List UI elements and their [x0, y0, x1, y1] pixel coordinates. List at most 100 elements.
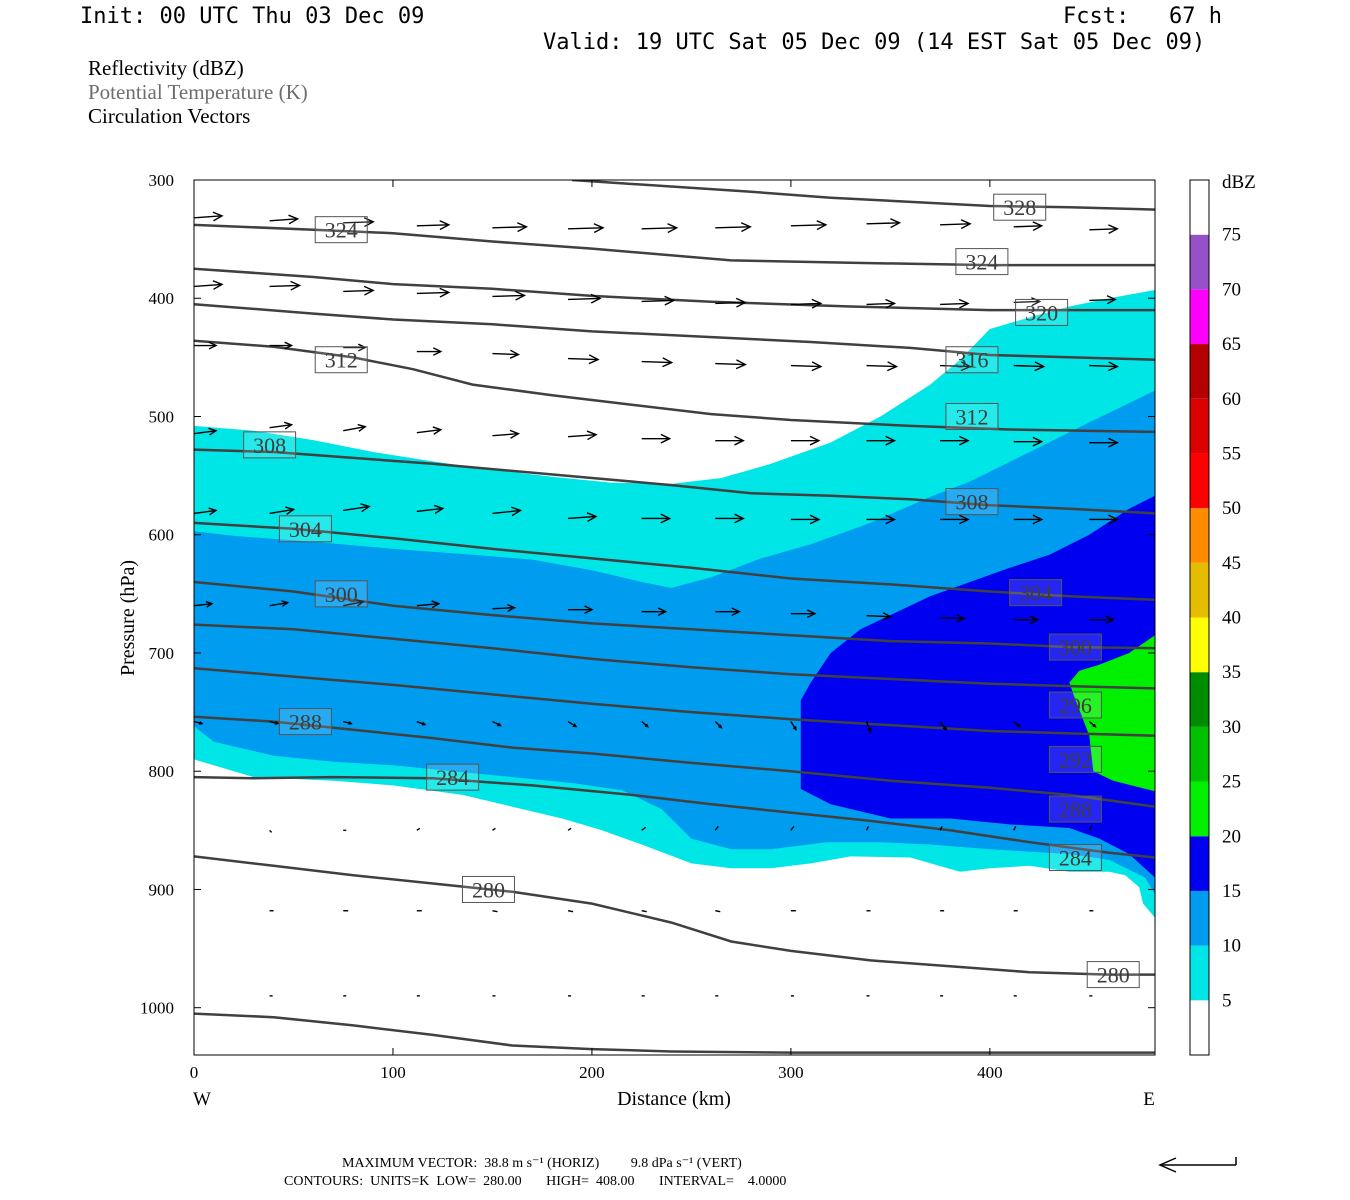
circulation-vector: [641, 910, 647, 913]
circulation-vector: [715, 513, 745, 524]
y-tick-label: 500: [149, 407, 175, 426]
circulation-vector: [940, 219, 972, 230]
circulation-vector: [269, 421, 294, 430]
reference-vector: [1158, 1157, 1237, 1173]
circulation-vector: [940, 614, 966, 623]
contour-label-324: 324: [955, 248, 1009, 276]
colorbar-level-label: 40: [1222, 608, 1241, 629]
circulation-vector: [343, 423, 367, 432]
contour-label-text: 280: [472, 877, 505, 902]
circulation-vector: [568, 293, 602, 304]
circulation-vector: [715, 910, 721, 913]
colorbar-level-label: 75: [1222, 225, 1241, 246]
circulation-vector: [269, 341, 294, 350]
circulation-vector: [194, 507, 218, 516]
circulation-vector: [343, 285, 375, 296]
x-tick-label: 400: [977, 1063, 1003, 1082]
colorbar: 5 10 15 20 25 30 35 40 45 50 55 60 65 70 75 dBZ: [1189, 172, 1256, 1056]
theta-contour-288: [194, 715, 1155, 808]
contour-label-text: 312: [955, 404, 988, 429]
circulation-vector: [269, 280, 302, 291]
circulation-vector: [343, 599, 365, 607]
circulation-vector: [1089, 224, 1119, 235]
contour-label-312: 312: [314, 346, 368, 374]
circulation-vector: [1089, 295, 1117, 305]
contour-label-320: 320: [1015, 298, 1069, 326]
circulation-vector: [790, 361, 823, 372]
contour-label-304: 304: [278, 515, 332, 543]
circulation-vector: [1013, 361, 1046, 372]
circulation-vector: [492, 290, 527, 301]
contour-label-304: 304: [1009, 579, 1063, 607]
circulation-vector: [1013, 721, 1021, 728]
colorbar-level-label: 65: [1222, 334, 1241, 355]
contour-info-note: CONTOURS: UNITS=K LOW= 280.00 HIGH= 408.…: [284, 1174, 787, 1189]
theta-contours: [194, 180, 1155, 1054]
contour-label-text: 280: [1097, 963, 1130, 988]
colorbar-level-label: 25: [1222, 772, 1241, 793]
circulation-vector: [715, 297, 747, 308]
colorbar-swatch: [1190, 617, 1209, 673]
circulation-vector: [416, 720, 427, 726]
colorbar-level-label: 60: [1222, 389, 1241, 410]
circulation-vector: [492, 429, 521, 439]
circulation-vector: [939, 721, 948, 731]
circulation-vector: [194, 280, 224, 290]
colorbar-level-label: 50: [1222, 498, 1241, 519]
west-label: W: [193, 1089, 211, 1110]
forecast-hour: Fcst: 67 h: [1063, 4, 1222, 29]
circulation-vector: [1013, 615, 1040, 624]
circulation-vector: [269, 214, 300, 225]
x-tick-label: 300: [778, 1063, 804, 1082]
contour-label-296: 296: [1048, 691, 1102, 719]
x-axis-title: Distance (km): [617, 1088, 731, 1110]
contour-label-328: 328: [993, 193, 1047, 221]
contour-label-292: 292: [1048, 745, 1102, 773]
valid-time: Valid: 19 UTC Sat 05 Dec 09 (14 EST Sat …: [543, 30, 1206, 55]
contour-labels: 328 324 324 320 316 312 312 308 308 304 304 300 300 2…: [243, 193, 1140, 989]
theta-contour-292: [194, 667, 1155, 737]
circulation-vector: [1013, 826, 1017, 831]
circulation-vector: [939, 826, 943, 831]
field-potential-temperature: Potential Temperature (K): [88, 80, 308, 104]
colorbar-level-label: 15: [1222, 881, 1241, 902]
colorbar-level-label: 55: [1222, 443, 1241, 464]
circulation-vector: [194, 720, 204, 725]
contour-label-316: 316: [945, 346, 999, 374]
colorbar-title: dBZ: [1222, 172, 1256, 193]
contour-label-280: 280: [1086, 961, 1140, 989]
colorbar-level-label: 35: [1222, 662, 1241, 683]
circulation-vector: [194, 600, 214, 608]
field-circulation-vectors: Circulation Vectors: [88, 104, 251, 128]
theta-contour-324: [194, 223, 1155, 267]
circulation-vector: [940, 298, 970, 309]
y-tick-label: 700: [149, 644, 175, 663]
contour-label-300: 300: [1048, 633, 1102, 661]
contour-label-308: 308: [243, 431, 297, 459]
circulation-vector: [866, 361, 899, 372]
circulation-vector: [194, 341, 218, 350]
circulation-vector: [416, 287, 451, 298]
circulation-vector: [790, 220, 828, 231]
contour-label-text: 308: [253, 433, 286, 458]
colorbar-swatch: [1190, 781, 1209, 837]
x-tick-label: 100: [380, 1063, 406, 1082]
circulation-vector: [416, 504, 445, 514]
reflectivity-fill: [194, 290, 1155, 918]
contour-label-text: 300: [325, 582, 358, 607]
reflectivity-region-20dbz: [1069, 635, 1155, 792]
colorbar-level-label: 70: [1222, 279, 1241, 300]
colorbar-level-label: 30: [1222, 717, 1241, 738]
theta-contour-316: [194, 302, 1155, 361]
colorbar-swatch: [1190, 726, 1209, 782]
colorbar-level-label: 10: [1222, 936, 1241, 957]
circulation-vector: [492, 349, 521, 359]
circulation-vector: [492, 720, 502, 727]
theta-contour-304: [194, 521, 1155, 602]
circulation-vector: [416, 827, 421, 831]
circulation-vector: [343, 503, 371, 513]
circulation-vector: [641, 357, 674, 368]
circulation-vector: [714, 825, 719, 831]
circulation-vector: [715, 359, 747, 370]
